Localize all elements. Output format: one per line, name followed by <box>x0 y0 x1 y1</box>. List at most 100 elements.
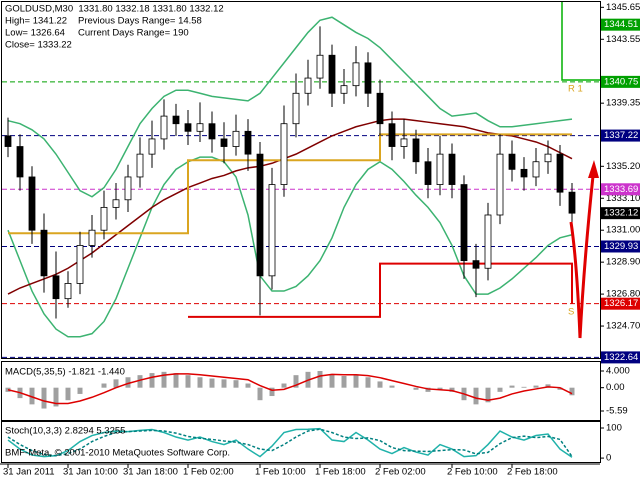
candle-body <box>40 229 48 277</box>
y-tick-label: -5.59 <box>606 406 628 417</box>
candle-body <box>244 130 252 155</box>
y-tick-label: 0.00 <box>606 382 625 393</box>
price-pane <box>2 2 600 358</box>
candle-body <box>76 245 84 284</box>
candle-body <box>400 138 408 147</box>
candle-body <box>184 123 192 132</box>
price-box-label: 1332.12 <box>604 208 638 219</box>
price-box-label: 1329.93 <box>604 241 638 252</box>
price-box-label: 1326.17 <box>604 298 638 309</box>
y-tick-label: 1343.55 <box>606 34 640 45</box>
candle-body <box>280 123 288 185</box>
macd-bar <box>125 377 131 388</box>
macd-bar <box>281 383 287 388</box>
r1-label: R 1 <box>568 84 583 95</box>
candle-body <box>220 138 228 147</box>
chart-title: GOLDUSD,M30 1331.80 1332.18 1331.80 1332… <box>5 4 224 15</box>
price-box-label: 1340.75 <box>604 76 638 87</box>
x-tick-label: 2 Feb 10:00 <box>447 467 498 478</box>
y-tick-label: 1331.00 <box>606 225 640 236</box>
macd-bar <box>209 378 215 388</box>
copyright: BMF-Meta, © 2001-2010 MetaQuotes Softwar… <box>5 448 230 459</box>
y-tick-label: 100 <box>606 423 622 434</box>
candle-body <box>208 123 216 140</box>
y-tick-label: 1333.10 <box>606 193 640 204</box>
macd-bar <box>533 385 539 388</box>
price-box <box>601 18 640 31</box>
candle-body <box>544 153 552 163</box>
info: Close= 1333.22 <box>5 40 72 51</box>
x-tick-label: 31 Jan 10:00 <box>63 467 118 478</box>
candle-body <box>4 135 12 147</box>
macd-bar <box>557 387 563 390</box>
macd-bar <box>197 377 203 388</box>
price-box <box>601 240 640 253</box>
macd-bar <box>293 375 299 388</box>
x-tick-label: 2 Feb 02:00 <box>375 467 426 478</box>
info: High= 1341.22 <box>5 16 67 27</box>
candle-body <box>412 138 420 163</box>
macd-bar <box>53 387 59 407</box>
candle-body <box>196 123 204 132</box>
macd-title: MACD(5,35,5) -1.821 -1.440 <box>5 367 125 378</box>
candle-body <box>232 130 240 147</box>
frame <box>1 421 601 463</box>
macd-bar <box>353 374 359 388</box>
candle-body <box>436 153 444 185</box>
macd-bar <box>425 387 431 392</box>
indicator-line <box>7 428 573 457</box>
macd-bar <box>389 385 395 388</box>
indicator-line <box>7 16 573 198</box>
candle-body <box>328 54 336 94</box>
candle-body <box>136 153 144 178</box>
macd-bar <box>257 387 263 401</box>
price-box <box>601 129 640 142</box>
candle-body <box>508 153 516 170</box>
indicator-line <box>188 262 573 318</box>
macd-bar <box>41 387 47 409</box>
price-box <box>601 351 640 364</box>
candle-body <box>424 161 432 185</box>
macd-bar <box>485 387 491 403</box>
macd-bar <box>233 380 239 388</box>
macd-bar <box>377 381 383 388</box>
macd-bar <box>449 387 455 392</box>
macd-bar <box>65 387 71 401</box>
s-label: S <box>568 307 574 318</box>
y-tick-label: 1324.70 <box>606 321 640 332</box>
stoch-title: Stoch(10,3,3) 2.8294 5.3255 <box>5 426 125 437</box>
candle-body <box>568 191 576 214</box>
macd-bar <box>245 383 251 388</box>
price-box <box>601 207 640 220</box>
candle-body <box>100 206 108 231</box>
candle-body <box>52 275 60 300</box>
candle-body <box>88 229 96 246</box>
candle-body <box>124 176 132 201</box>
macd-bar <box>365 377 371 388</box>
price-box <box>601 75 640 88</box>
x-tick-label: 31 Jan 18:00 <box>123 467 178 478</box>
indicator-line <box>7 118 573 295</box>
x-tick-label: 1 Feb 10:00 <box>255 467 306 478</box>
x-tick-label: 1 Feb 18:00 <box>315 467 366 478</box>
candle-body <box>448 153 456 185</box>
candle-body <box>64 283 72 300</box>
candle-body <box>496 153 504 216</box>
candle-body <box>292 92 300 125</box>
candle-body <box>28 176 36 231</box>
candle-body <box>352 62 360 87</box>
macd-bar <box>269 387 275 397</box>
macd-bar <box>569 387 575 396</box>
candle-body <box>364 62 372 94</box>
candle-body <box>160 115 168 140</box>
macd-bar <box>185 375 191 388</box>
macd-bar <box>149 373 155 388</box>
x-tick-label: 2 Feb 18:00 <box>507 467 558 478</box>
macd-bar <box>341 376 347 388</box>
price-box <box>601 183 640 196</box>
y-tick-label: 1339.35 <box>606 98 640 109</box>
macd-pane <box>5 371 575 409</box>
macd-bar <box>317 371 323 388</box>
candle-body <box>388 123 396 147</box>
